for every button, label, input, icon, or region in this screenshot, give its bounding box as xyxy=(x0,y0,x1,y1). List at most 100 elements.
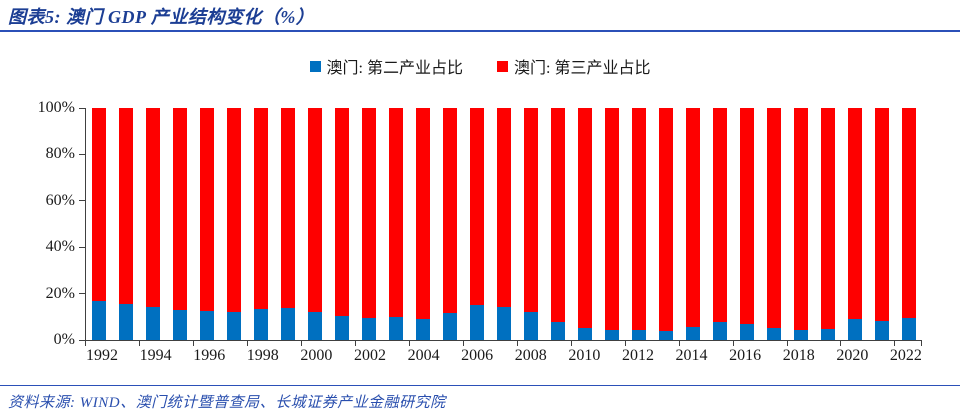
tertiary-segment xyxy=(416,108,431,320)
x-tick-label: 1992 xyxy=(86,347,118,364)
secondary-segment xyxy=(200,311,215,340)
secondary-segment xyxy=(658,331,673,340)
x-tick xyxy=(894,340,896,346)
x-tick-label: 1998 xyxy=(246,347,279,364)
stacked-bar xyxy=(173,108,188,340)
x-tick xyxy=(355,340,357,346)
x-tick xyxy=(462,340,464,346)
x-tick xyxy=(840,340,842,346)
x-tick-label xyxy=(654,347,676,365)
secondary-segment xyxy=(119,304,134,340)
legend-item-secondary: 澳门: 第二产业占比 xyxy=(309,54,463,78)
secondary-segment xyxy=(362,317,377,340)
tertiary-segment xyxy=(227,108,242,312)
x-tick-label xyxy=(761,347,783,365)
stacked-bar xyxy=(254,108,269,340)
tertiary-segment xyxy=(901,108,916,318)
stacked-bar xyxy=(820,108,835,340)
header-rule xyxy=(0,30,960,32)
legend-swatch-tertiary-icon xyxy=(497,60,508,72)
stacked-bar xyxy=(685,108,700,340)
tertiary-segment xyxy=(766,108,781,328)
x-tick-label xyxy=(386,347,408,365)
tertiary-segment xyxy=(119,108,134,305)
secondary-segment xyxy=(254,309,269,340)
bar-2022 xyxy=(895,108,922,340)
stacked-bar xyxy=(874,108,889,340)
x-tick-label xyxy=(440,347,462,365)
secondary-segment xyxy=(685,327,700,340)
figure-title: 图表5: 澳门 GDP 产业结构变化（%） xyxy=(8,7,315,27)
bar-2012 xyxy=(625,108,652,340)
tertiary-segment xyxy=(497,108,512,307)
secondary-segment xyxy=(227,311,242,340)
bar-2007 xyxy=(491,108,518,340)
tertiary-segment xyxy=(550,108,565,323)
chart-legend: 澳门: 第二产业占比 澳门: 第三产业占比 xyxy=(0,54,960,78)
bar-2010 xyxy=(571,108,598,340)
bar-2004 xyxy=(410,108,437,340)
bar-2019 xyxy=(814,108,841,340)
secondary-segment xyxy=(820,329,835,340)
x-tick-label: 1994 xyxy=(139,347,172,364)
x-tick-label: 2020 xyxy=(836,347,869,364)
tertiary-segment xyxy=(847,108,862,320)
bar-2015 xyxy=(706,108,733,340)
bar-2017 xyxy=(760,108,787,340)
secondary-segment xyxy=(847,319,862,340)
source-note: 资料来源: WIND、澳门统计暨普查局、长城证券产业金融研究院 xyxy=(8,395,446,411)
secondary-segment xyxy=(173,309,188,340)
tertiary-segment xyxy=(712,108,727,322)
bar-2000 xyxy=(302,108,329,340)
x-tick-label xyxy=(493,347,515,365)
secondary-segment xyxy=(146,307,161,340)
legend-label-secondary: 澳门: 第二产业占比 xyxy=(326,60,463,77)
tertiary-segment xyxy=(281,108,296,309)
tertiary-segment xyxy=(92,108,107,301)
tertiary-segment xyxy=(362,108,377,318)
figure-header: 图表5: 澳门 GDP 产业结构变化（%） xyxy=(0,0,960,32)
stacked-bar xyxy=(443,108,458,340)
secondary-segment xyxy=(443,313,458,340)
bar-2001 xyxy=(329,108,356,340)
plot-area: 1992 1994 1996 1998 2000 2002 2004 2006 2008 2010… xyxy=(38,99,923,364)
x-tick xyxy=(570,340,572,346)
x-tick xyxy=(139,340,141,346)
y-tick-label: 60% xyxy=(45,191,75,209)
bar-1993 xyxy=(113,108,140,340)
x-tick-label: 2006 xyxy=(461,347,494,364)
x-tick xyxy=(409,340,410,346)
x-tick-label xyxy=(225,347,247,365)
bar-2002 xyxy=(356,108,383,340)
tertiary-segment xyxy=(200,108,215,311)
x-tick-label: 2008 xyxy=(514,347,547,364)
x-tick-label xyxy=(172,347,194,365)
stacked-bar xyxy=(362,108,377,340)
y-tick xyxy=(79,200,86,202)
x-tick xyxy=(193,340,195,346)
tertiary-segment xyxy=(335,108,350,316)
bar-series xyxy=(86,108,922,340)
tertiary-segment xyxy=(820,108,835,330)
x-tick-label: 2012 xyxy=(621,347,654,364)
y-tick-label: 20% xyxy=(45,284,75,302)
stacked-bar xyxy=(901,108,916,340)
secondary-segment xyxy=(901,317,916,340)
y-tick-label: 40% xyxy=(45,238,75,256)
x-tick-label xyxy=(547,347,569,365)
x-tick-label: 2010 xyxy=(568,347,601,364)
bar-1997 xyxy=(221,108,248,340)
y-tick xyxy=(79,246,86,248)
y-tick-label: 100% xyxy=(37,99,75,116)
y-tick xyxy=(79,107,86,109)
x-tick xyxy=(921,340,923,346)
stacked-bar xyxy=(470,108,485,340)
x-tick-label: 2002 xyxy=(353,347,386,364)
stacked-bar xyxy=(389,108,404,340)
x-tick-label: 2014 xyxy=(675,347,708,364)
x-tick xyxy=(732,340,734,346)
stacked-bar xyxy=(146,108,161,340)
x-tick-label xyxy=(868,347,890,365)
stacked-bar xyxy=(335,108,350,340)
stacked-bar xyxy=(308,108,323,340)
